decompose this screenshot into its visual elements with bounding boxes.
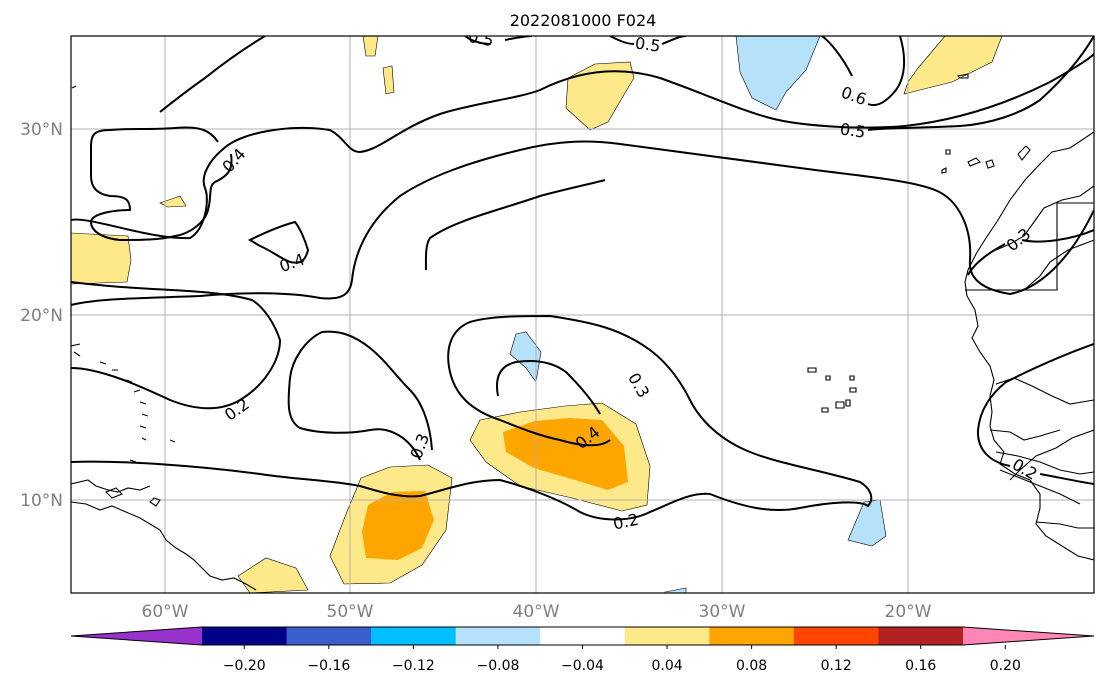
colorbar-segment xyxy=(371,627,457,645)
colorbar-tick-label: 0.08 xyxy=(736,658,767,674)
contour-label: 0.5 xyxy=(467,27,495,50)
colorbar-tick-label: −0.20 xyxy=(223,658,266,674)
lon-tick-label: 40°W xyxy=(513,602,560,622)
colorbar-tick-label: 0.04 xyxy=(651,658,682,674)
colorbar-segment xyxy=(455,627,541,645)
colorbar-tick-label: −0.04 xyxy=(561,658,604,674)
latitude-tick-labels: 30°N 20°N 10°N xyxy=(20,120,63,511)
shaded-negative-light xyxy=(509,36,887,593)
colorbar-segment xyxy=(540,627,626,645)
lon-tick-label: 50°W xyxy=(327,602,374,622)
colorbar-segment xyxy=(709,627,795,645)
colorbar-segment xyxy=(963,627,1094,645)
lon-tick-label: 30°W xyxy=(699,602,746,622)
lat-tick-label: 20°N xyxy=(20,306,63,326)
colorbar-tick-label: 0.16 xyxy=(905,658,936,674)
contour-label: 0.5 xyxy=(839,119,867,141)
colorbar: −0.20 −0.16 −0.12 −0.08 −0.04 0.04 0.08 0.12 0.1… xyxy=(70,626,1095,674)
contour-label: 0.5 xyxy=(634,33,662,55)
longitude-tick-labels: 60°W 50°W 40°W 30°W 20°W xyxy=(142,602,932,622)
colorbar-tick-label: 0.12 xyxy=(821,658,852,674)
coastlines xyxy=(71,73,1094,591)
colorbar-tick-label: 0.20 xyxy=(990,658,1021,674)
colorbar-outline xyxy=(70,626,1095,646)
colorbar-segment xyxy=(202,627,288,645)
colorbar-tick-label: −0.16 xyxy=(307,658,350,674)
map-title: 2022081000 F024 xyxy=(510,11,657,30)
colorbar-tick-label: −0.08 xyxy=(476,658,519,674)
colorbar-segment xyxy=(71,627,202,645)
lat-tick-label: 10°N xyxy=(20,491,63,511)
colorbar-segment xyxy=(286,627,372,645)
colorbar-segment xyxy=(793,627,879,645)
map-frame xyxy=(70,35,1095,594)
shaded-positive-medium xyxy=(362,418,628,560)
colorbar-tick-label: −0.12 xyxy=(392,658,435,674)
lat-tick-label: 30°N xyxy=(20,120,63,140)
map-area: 0.5 0.5 0.6 0.5 0.4 0.4 0.3 0.2 0.3 0.3 … xyxy=(71,27,1094,593)
contour-label: 0.2 xyxy=(611,510,640,534)
lon-tick-label: 20°W xyxy=(885,602,932,622)
colorbar-segment xyxy=(624,627,710,645)
colorbar-segment xyxy=(878,627,964,645)
contours xyxy=(71,36,1094,521)
lon-tick-label: 60°W xyxy=(142,602,189,622)
